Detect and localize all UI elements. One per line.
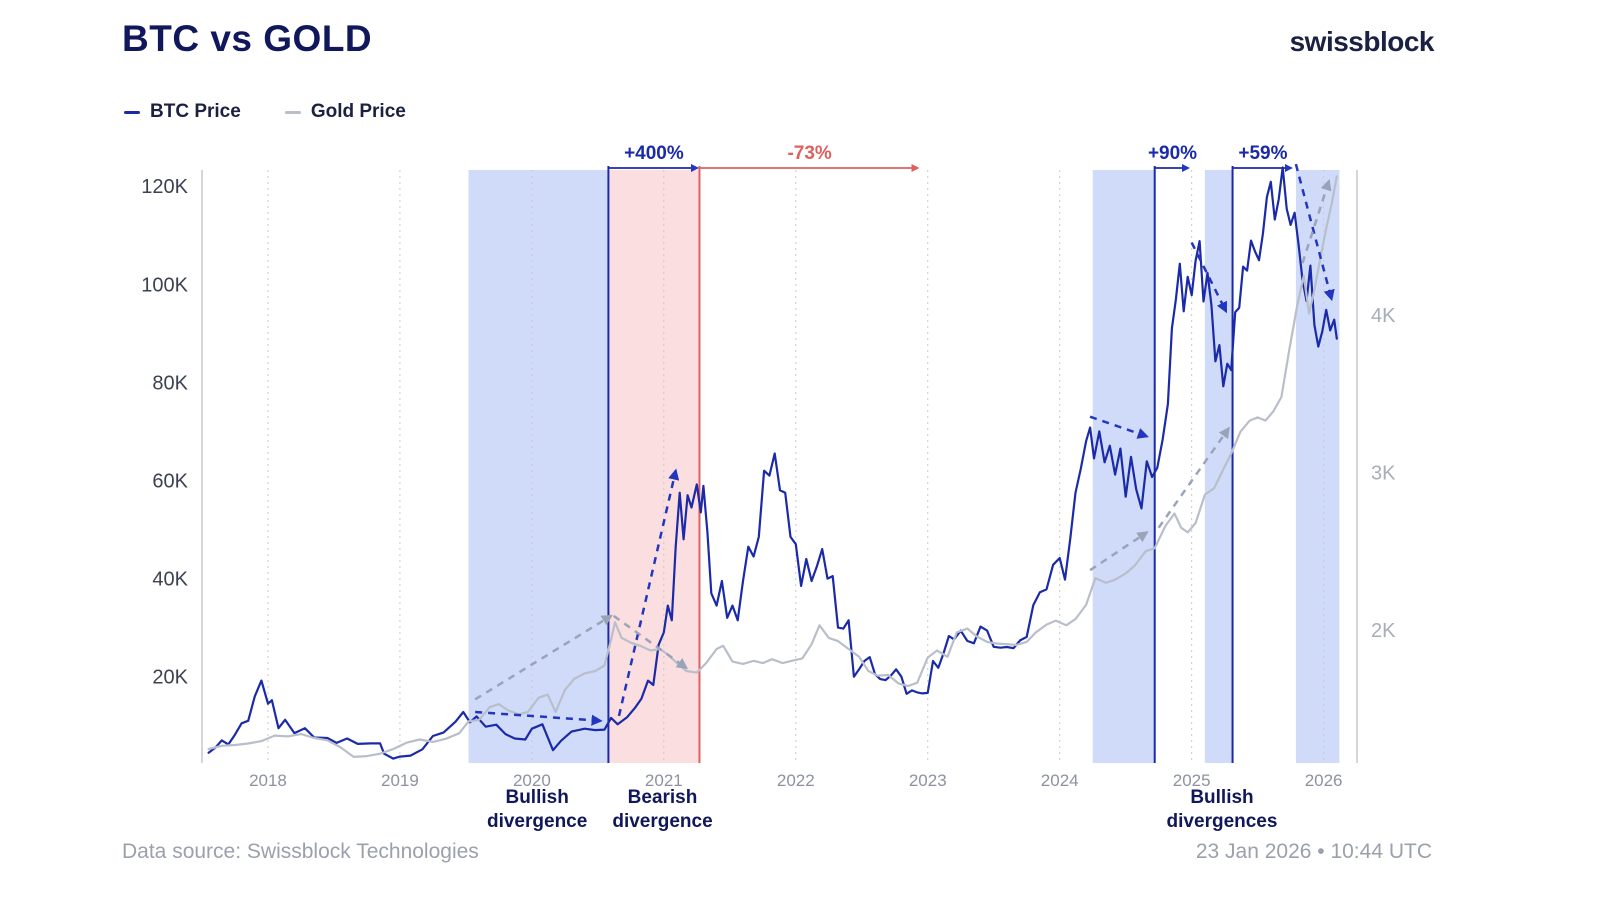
legend-item-btc: BTC Price	[124, 101, 241, 123]
pct-change-label: +400%	[624, 143, 684, 164]
btc-axis-label: 100K	[141, 274, 188, 296]
legend-label-btc: BTC Price	[150, 101, 241, 122]
btc-axis-label: 120K	[141, 176, 188, 198]
region-bullish	[1204, 170, 1233, 763]
gold-price-line	[207, 175, 1338, 759]
page-title: BTC vs GOLD	[122, 18, 373, 59]
gray-trend-arrow-icon	[1089, 531, 1149, 572]
data-source: Data source: Swissblock Technologies	[122, 840, 479, 863]
btc-axis-label: 40K	[152, 569, 188, 591]
region-bullish	[1092, 170, 1155, 763]
legend: BTC Price Gold Price	[124, 101, 406, 123]
pct-change-label: +59%	[1238, 143, 1287, 164]
gray-trend-arrow-icon	[612, 614, 689, 670]
gray-trend-arrow-icon	[474, 614, 613, 701]
timestamp: 23 Jan 2026 • 10:44 UTC	[1195, 840, 1432, 863]
btc-axis-label: 60K	[152, 470, 188, 492]
divergence-zone-label: Bullish divergences	[1166, 787, 1278, 832]
x-tick-label: 2025	[1173, 771, 1211, 790]
navy-trend-arrow-icon	[617, 468, 680, 717]
divergence-zone-label: Bullish divergence	[486, 787, 588, 832]
x-tick-label: 2026	[1305, 771, 1343, 790]
legend-label-gold: Gold Price	[310, 101, 406, 122]
pct-change-label: -73%	[787, 143, 831, 164]
region-bullish	[1295, 170, 1340, 763]
gold-axis-label: 4K	[1371, 305, 1396, 327]
x-tick-label: 2022	[777, 771, 815, 790]
navy-trend-arrow-icon	[1089, 415, 1149, 439]
gold-axis-label: 2K	[1371, 620, 1396, 642]
navy-trend-arrow-icon	[475, 710, 603, 726]
gray-trend-arrow-icon	[1301, 179, 1332, 264]
btc-axis-label: 20K	[152, 667, 188, 689]
x-tick-label: 2020	[513, 771, 551, 790]
btc-line-swatch-icon	[124, 110, 140, 114]
legend-item-gold: Gold Price	[284, 101, 406, 123]
divergence-zone-label: Bearish divergence	[612, 787, 713, 832]
gold-line-swatch-icon	[284, 110, 301, 114]
x-tick-label: 2018	[249, 771, 287, 790]
btc-axis-label: 80K	[152, 372, 188, 394]
navy-trend-arrow-icon	[1294, 163, 1335, 302]
region-bullish	[468, 170, 609, 763]
x-tick-label: 2019	[381, 771, 419, 790]
pct-change-label: +90%	[1148, 143, 1197, 164]
x-tick-label: 2023	[909, 771, 947, 790]
x-tick-label: 2024	[1041, 771, 1079, 790]
gold-axis-label: 3K	[1371, 463, 1396, 485]
swissblock-logo: swissblock	[1289, 26, 1435, 57]
x-tick-label: 2021	[645, 771, 683, 790]
btc-price-line	[207, 166, 1338, 760]
